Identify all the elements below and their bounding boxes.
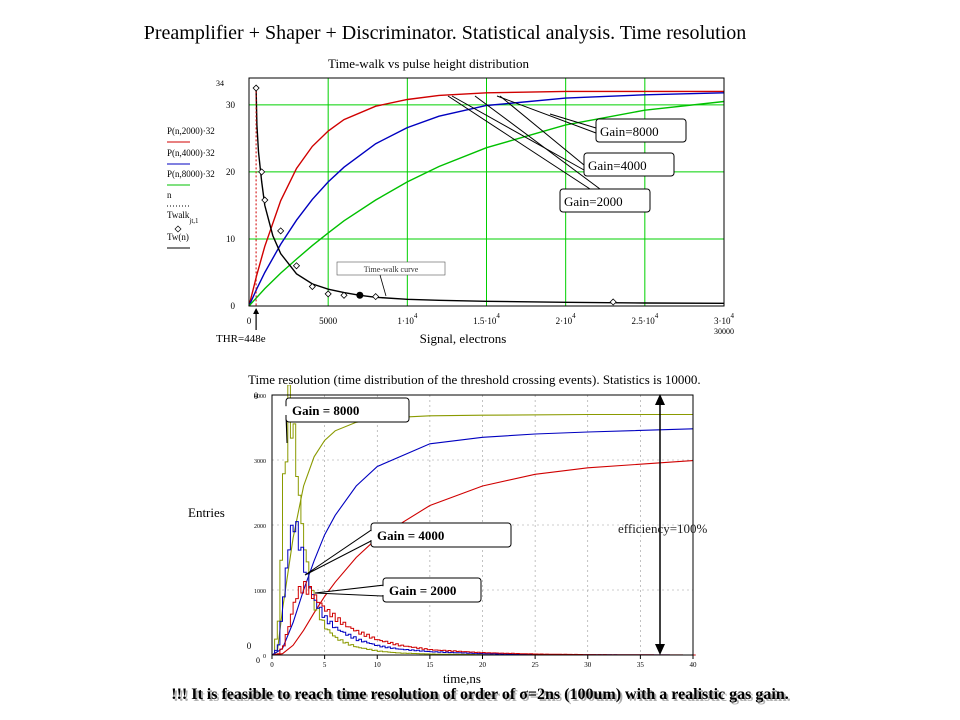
gain-2000-annotation: Gain = 2000: [389, 583, 456, 598]
series-line: [255, 88, 725, 304]
x-tick-label: 40: [690, 661, 698, 669]
gain-2000-annotation-pointer: [314, 584, 384, 597]
efficiency-arrowhead-top-icon: [655, 394, 665, 405]
cumulative-curve: [271, 460, 694, 656]
efficiency-label: efficiency=100%: [618, 521, 708, 536]
time-resolution-chart-title: Time resolution (time distribution of th…: [248, 372, 701, 387]
x-tick-label: 10: [374, 661, 382, 669]
x-max-label: 30000: [714, 327, 734, 336]
y-tick-label: 20: [226, 167, 236, 177]
legend-diamond-icon: [174, 225, 182, 233]
legend-expression: P(n,4000)·32: [167, 148, 215, 158]
x-tick-label: 35: [637, 661, 645, 669]
gain-2000-annotation-box: [559, 188, 651, 213]
diamond-marker: [258, 168, 266, 176]
y-tick-label: 30: [226, 100, 236, 110]
diamond-marker: [292, 262, 301, 270]
diamond-marker: [277, 227, 285, 235]
x-axis-label: Signal, electrons: [420, 331, 507, 346]
footer-note: !!! It is feasible to reach time resolut…: [171, 686, 789, 703]
series-line: [248, 100, 725, 307]
callout-line: [549, 113, 597, 129]
time-resolution-chart: 0 5 10 15 20 25 30 35 4001000200030004000000time…: [188, 385, 708, 685]
callout-line: [451, 95, 585, 171]
x-tick-label: 1·104: [397, 312, 418, 326]
y-tick-label: 2000: [254, 524, 266, 530]
callout-line: [474, 95, 601, 190]
x-origin-label: 0: [256, 656, 260, 665]
timewalk-label: Time-walk curve: [364, 265, 419, 274]
callout-line: [499, 95, 585, 166]
plot-frame: [248, 77, 725, 307]
x-tick-label: 3·104: [714, 312, 735, 326]
diamond-marker: [308, 282, 316, 291]
timewalk-chart-title: Time-walk vs pulse height distribution: [328, 56, 530, 71]
time-resolution-chart-series: [271, 385, 696, 656]
diamond-marker: [609, 298, 617, 306]
diamond-marker: [340, 291, 348, 299]
timewalk-label-box: [336, 261, 446, 276]
cumulative-curve: [271, 428, 694, 656]
legend-expression: n: [167, 190, 172, 200]
legend-expression: P(n,8000)·32: [167, 169, 215, 179]
y-tick-label: 4000: [254, 394, 266, 400]
x-tick-label: 2·104: [556, 312, 577, 326]
timewalk-chart-annotations: Gain=8000 Gain=4000 Gain=2000 Time-walk cur…: [216, 95, 687, 345]
gain-8000-annotation-box: [595, 118, 687, 143]
gain-4000-annotation-box: [583, 152, 675, 177]
gain-8000-annotation: Gain=8000: [600, 124, 659, 139]
x-tick-label: 0: [270, 661, 274, 669]
x-tick-label: 1.5·104: [473, 312, 500, 326]
cumulative-curve: [271, 413, 693, 656]
timewalk-chart-series: [248, 88, 725, 307]
timewalk-pointer: [379, 274, 387, 297]
x-tick-label: 15: [426, 661, 434, 669]
gain-4000-annotation-pointer: [304, 529, 372, 576]
x-tick-label: 2.5·104: [631, 312, 658, 326]
series-line: [248, 90, 724, 307]
legend-expression: P(n,2000)·32: [167, 126, 215, 136]
timewalk-chart-grid: [249, 78, 725, 306]
y-tick-label: 0: [263, 654, 266, 660]
y-max-label: 34: [216, 79, 224, 88]
gain-4000-annotation: Gain=4000: [588, 158, 647, 173]
gain-8000-annotation: Gain = 8000: [292, 403, 359, 418]
x-tick-label: 25: [532, 661, 540, 669]
time-resolution-chart-annotations: Gain = 8000 Gain = 4000 Gain = 2000 efficie…: [285, 394, 708, 655]
x-tick-label: 5: [323, 661, 327, 669]
callout-line: [496, 95, 597, 134]
efficiency-arrowhead-bottom-icon: [655, 644, 665, 655]
gain-2000-annotation: Gain=2000: [564, 194, 623, 209]
gain-4000-annotation: Gain = 4000: [377, 528, 444, 543]
diamond-marker: [372, 293, 380, 301]
time-resolution-chart-axes: 0 5 10 15 20 25 30 35 4001000200030004000000time…: [188, 391, 697, 685]
y-tick-label: 0: [231, 301, 236, 311]
threshold-arrowhead-icon: [253, 308, 260, 314]
diamond-marker: [252, 84, 260, 92]
page-title: Preamplifier + Shaper + Discriminator. S…: [143, 22, 747, 44]
x-tick-label: 30: [584, 661, 592, 669]
y-origin-label: 0: [247, 641, 252, 651]
callout-line: [447, 95, 591, 190]
legend-expression: Tw(n): [167, 232, 189, 242]
x-axis-label: time,ns: [443, 671, 481, 685]
x-tick-label: 0: [247, 316, 252, 326]
x-tick-label: 20: [479, 661, 487, 669]
diamond-marker: [261, 196, 269, 204]
timewalk-point-marker: [356, 291, 364, 299]
series-line: [248, 92, 725, 307]
y-top-zero-label: 0: [254, 391, 259, 401]
threshold-label: THR=448e: [216, 333, 266, 345]
timewalk-chart-legend: P(n,2000)·32 P(n,4000)·32 P(n,8000)·32 n Twa…: [167, 126, 215, 249]
legend-expression: Twalkjt,1: [167, 210, 199, 225]
timewalk-chart-markers: [252, 84, 617, 306]
y-tick-label: 3000: [254, 459, 266, 465]
y-axis-label: Entries: [188, 505, 225, 520]
y-tick-label: 1000: [254, 589, 266, 595]
x-tick-label: 5000: [319, 316, 338, 326]
y-tick-label: 10: [226, 234, 236, 244]
diamond-marker: [324, 290, 332, 298]
